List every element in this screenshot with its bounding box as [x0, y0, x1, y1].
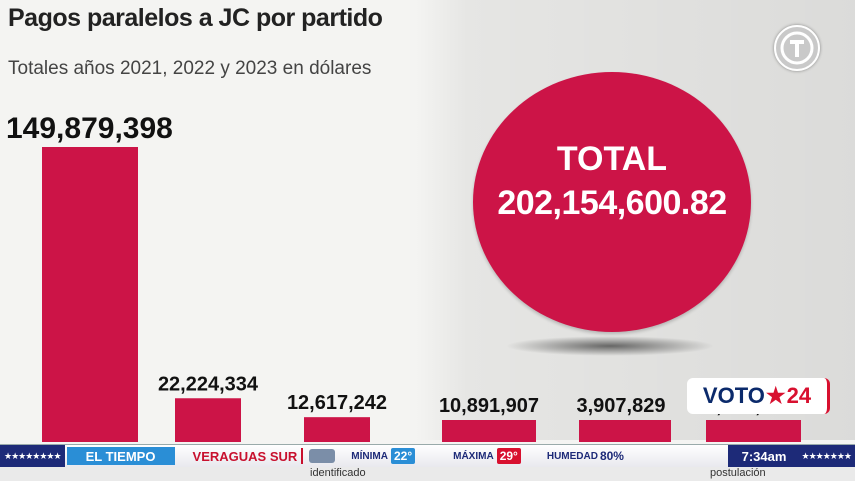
ticker-clock: 7:34am [728, 445, 800, 467]
chart-title: Pagos paralelos a JC por partido [8, 4, 383, 32]
ticker-humidity-label: HUMEDAD [546, 450, 598, 462]
total-value: 202,154,600.82 [497, 184, 727, 222]
cropped-lower-strip: identificado postulación [0, 467, 855, 481]
bar-value-label-4: 10,891,907 [439, 395, 539, 417]
bar-value-label-5: 3,907,829 [577, 395, 666, 417]
cropped-label-identificado: identificado [310, 467, 366, 479]
total-circle-shadow [505, 336, 715, 356]
brand-number: 24 [786, 383, 812, 408]
cloud-icon [309, 449, 336, 463]
total-circle [473, 72, 751, 332]
bar-3 [304, 417, 370, 442]
channel-logo-icon [774, 25, 820, 71]
ticker-min-label: MÍNIMA [351, 450, 388, 462]
chart-subtitle: Totales años 2021, 2022 y 2023 en dólare… [8, 58, 372, 79]
bar-4 [442, 420, 536, 442]
bar-chart: 149,879,398 22,224,334 12,617,242 10,891,90… [6, 112, 801, 442]
stars-decoration-right-icon: ★★★★★★★ [797, 445, 855, 467]
bar-value-label-3: 12,617,242 [287, 392, 387, 414]
ticker-max-value: 29° [496, 448, 521, 464]
bar-value-label-2: 22,224,334 [158, 373, 259, 395]
news-ticker: ★★★★★★★★ EL TIEMPO VERAGUAS SUR MÍNIMA 2… [0, 444, 855, 468]
ticker-max-label: MÁXIMA [453, 450, 494, 462]
star-icon: ★ [765, 383, 786, 408]
ticker-humidity-value: 80% [599, 449, 624, 463]
cropped-label-postulacion: postulación [710, 467, 766, 479]
bar-5 [579, 420, 671, 442]
brand-name: VOTO [702, 383, 765, 408]
voto-24-badge: VOTO ★ 24 [687, 378, 830, 414]
ticker-region: VERAGUAS SUR [192, 448, 298, 464]
ticker-divider [301, 448, 304, 464]
stars-decoration-icon: ★★★★★★★★ [0, 445, 65, 467]
ticker-section: EL TIEMPO [66, 447, 175, 465]
bar-1 [42, 147, 138, 442]
ticker-min-value: 22° [390, 448, 416, 464]
bar-2 [175, 398, 241, 442]
bar-6 [706, 420, 801, 442]
total-label: TOTAL [556, 140, 668, 178]
bar-value-label-1: 149,879,398 [6, 112, 173, 145]
